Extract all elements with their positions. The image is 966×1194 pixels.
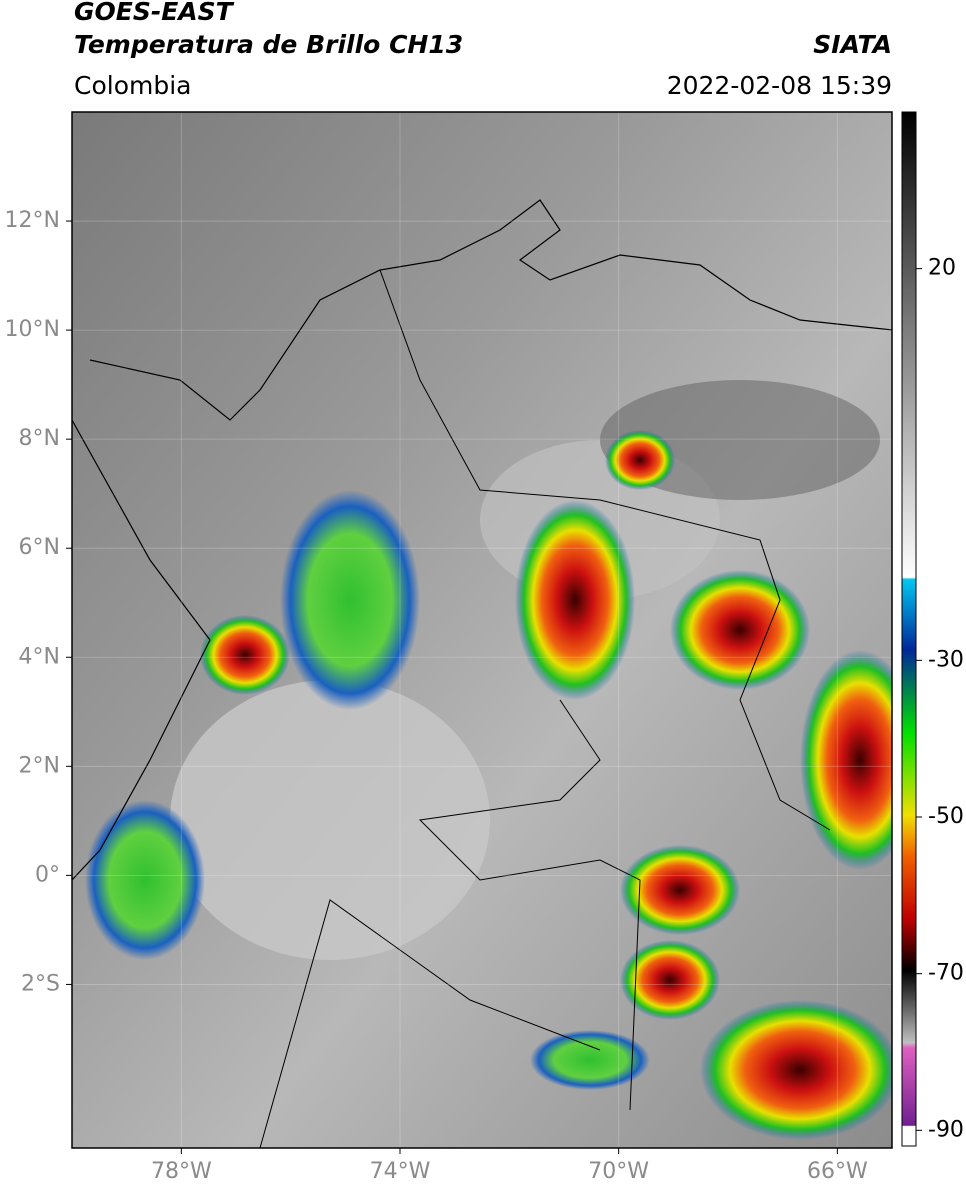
- cloud-blob: [620, 845, 740, 935]
- cloud-blob: [605, 430, 675, 490]
- title: GOES-EAST: [74, 0, 235, 26]
- map-frame: [71, 111, 893, 1149]
- y-tick-label: 4°N: [19, 644, 60, 669]
- cloud-blob: [700, 1000, 892, 1140]
- y-tick-label: 8°N: [19, 426, 60, 451]
- y-tick-label: 10°N: [5, 317, 60, 342]
- y-tick-label: 2°S: [21, 971, 60, 996]
- x-tick-label: 66°W: [807, 1159, 868, 1184]
- cloud-blob: [800, 650, 892, 870]
- coastline: [72, 419, 211, 881]
- cloud-blob: [200, 615, 290, 695]
- subtitle: Temperatura de Brillo CH13: [74, 30, 463, 59]
- colorbar-tick-label: -50: [928, 804, 964, 829]
- x-tick-label: 74°W: [370, 1159, 431, 1184]
- colorbar-tick-label: 20: [928, 256, 956, 281]
- colorbar-tick-label: -90: [928, 1117, 964, 1142]
- cloud-blob: [530, 1030, 650, 1090]
- border: [259, 269, 831, 1148]
- cloud-blob: [670, 570, 810, 690]
- cloud-blob: [515, 500, 635, 700]
- source: SIATA: [813, 30, 892, 59]
- x-tick-label: 70°W: [588, 1159, 649, 1184]
- cloud-blob: [620, 940, 720, 1020]
- region: Colombia: [74, 71, 191, 100]
- colorbar: [901, 111, 917, 1147]
- y-tick-label: 6°N: [19, 535, 60, 560]
- y-tick-label: 12°N: [5, 208, 60, 233]
- cloud-haze: [170, 680, 490, 960]
- colorbar-tick-label: -30: [928, 647, 964, 672]
- y-tick-label: 0°: [35, 862, 60, 887]
- x-tick-label: 78°W: [151, 1159, 212, 1184]
- y-tick-label: 2°N: [19, 753, 60, 778]
- coastline: [89, 199, 892, 421]
- satellite-image: [72, 112, 892, 1148]
- cloud-blob: [85, 800, 205, 960]
- timestamp: 2022-02-08 15:39: [667, 71, 892, 100]
- grid: [72, 112, 892, 1148]
- colorbar-tick-label: -70: [928, 961, 964, 986]
- cloud-blob: [280, 490, 420, 710]
